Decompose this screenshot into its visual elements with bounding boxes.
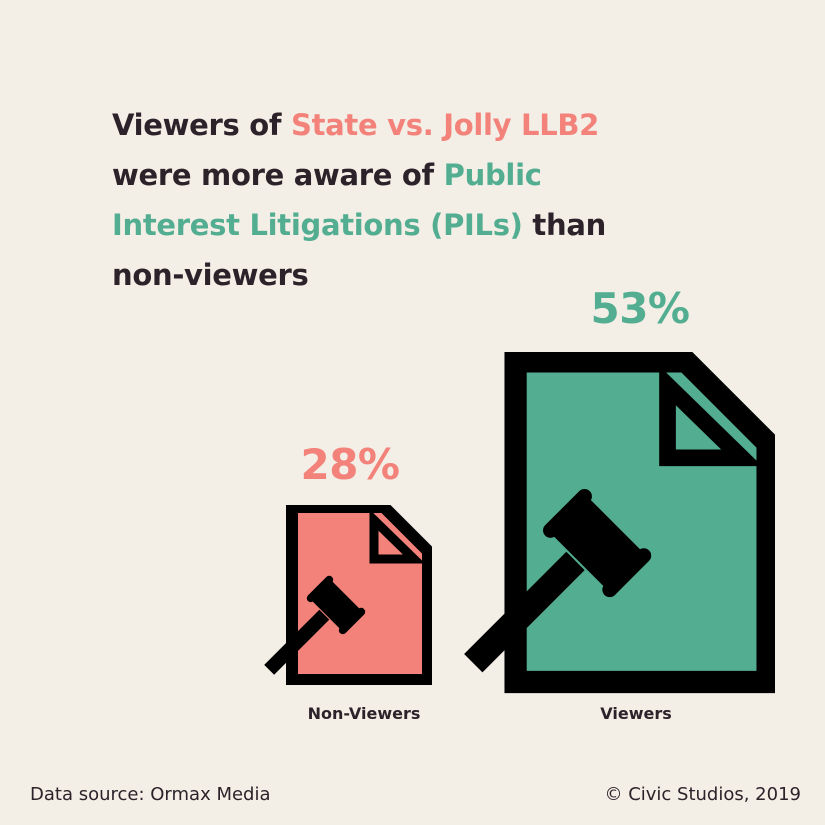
title-text-1: Viewers of xyxy=(112,108,291,142)
title-highlight-pil: Public Interest Litigations (PILs) xyxy=(112,158,542,242)
document-fold xyxy=(369,509,426,564)
title-text-3: than non-viewers xyxy=(112,208,606,292)
title-highlight-film: State vs. Jolly LLB2 xyxy=(291,108,600,142)
gavel-ring-top xyxy=(306,575,334,603)
copyright-credit: © Civic Studios, 2019 xyxy=(604,784,801,805)
gavel-handle xyxy=(464,551,585,673)
document-fold xyxy=(659,365,763,467)
chart-title: Viewers of State vs. Jolly LLB2 were mor… xyxy=(112,100,672,300)
data-source: Data source: Ormax Media xyxy=(30,784,271,805)
category-label-non-viewers: Non-Viewers xyxy=(307,704,421,723)
gavel-ring-bottom xyxy=(338,607,366,635)
gavel-head xyxy=(310,579,362,631)
gavel-ring-bottom xyxy=(602,548,652,598)
data-label-viewers: 53% xyxy=(590,284,690,333)
gavel-handle xyxy=(264,609,330,675)
category-label-viewers: Viewers xyxy=(600,704,672,723)
gavel-document-icon-viewers xyxy=(464,352,775,694)
title-text-2: were more aware of xyxy=(112,158,444,192)
gavel-document-icon-non-viewers xyxy=(264,505,432,685)
data-label-non-viewers: 28% xyxy=(300,440,400,489)
gavel-head xyxy=(549,495,645,591)
gavel-ring-top xyxy=(543,488,592,538)
